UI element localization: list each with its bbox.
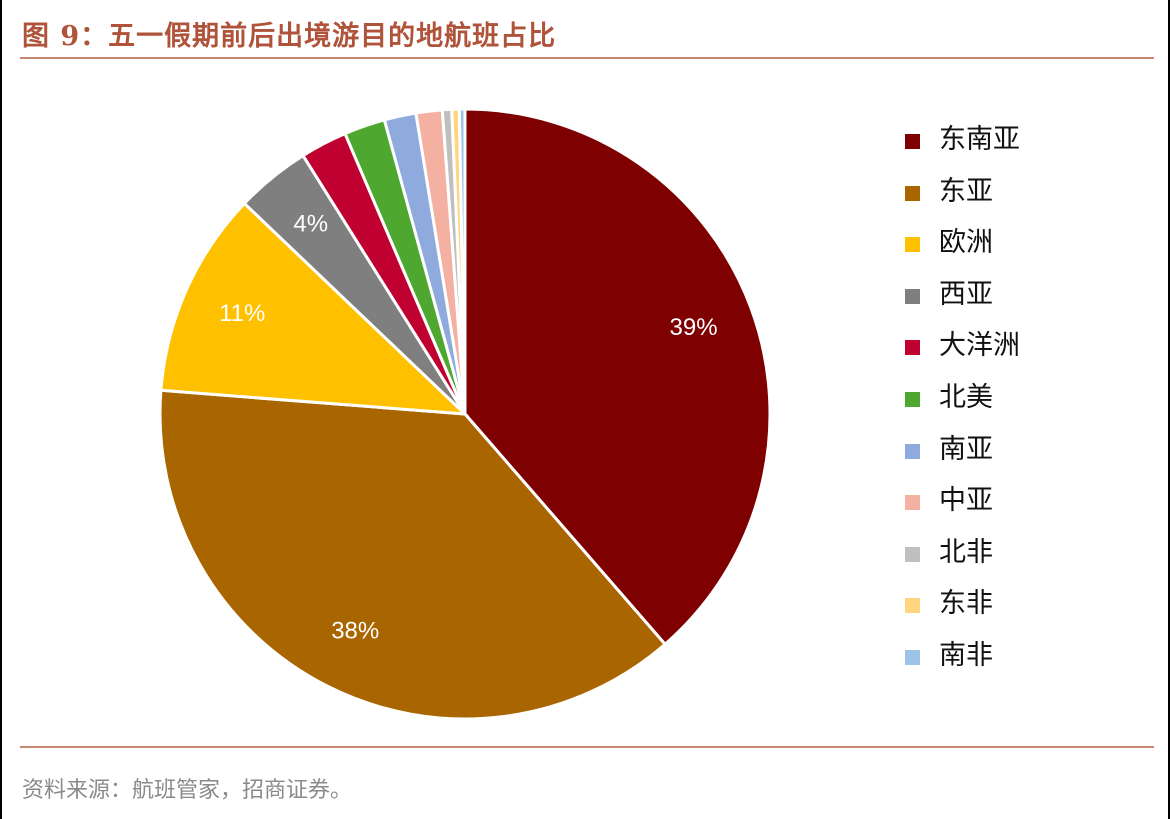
pie-slice-2 (158, 388, 668, 721)
legend-swatch (905, 288, 920, 304)
legend-swatch (905, 392, 920, 407)
legend-swatch (905, 237, 920, 253)
legend-swatch (905, 134, 920, 149)
legend-label: 东亚 (939, 175, 993, 207)
legend-swatch (905, 443, 920, 459)
legend-label: 欧洲 (939, 227, 993, 259)
legend-swatch (905, 340, 920, 356)
frame-right-border (1168, 0, 1170, 819)
legend-swatch (905, 185, 920, 201)
legend-swatch (905, 495, 920, 511)
legend-label: 东非 (939, 588, 993, 620)
legend-swatch (905, 546, 920, 562)
legend-label: 中亚 (939, 485, 993, 517)
legend-label: 东南亚 (939, 124, 1020, 155)
data-label-2: 38% (331, 617, 379, 644)
source-note: 资料来源：航班管家，招商证券。 (22, 778, 353, 803)
frame-left-border (0, 0, 2, 819)
data-label-1: 39% (670, 314, 718, 341)
legend-swatch (905, 598, 920, 614)
pie-slice-3 (159, 201, 470, 416)
legend-label: 南非 (939, 640, 993, 671)
data-label-3: 11% (219, 300, 265, 327)
pie-slice-11 (457, 107, 467, 415)
legend-label: 大洋洲 (939, 330, 1020, 362)
pie-slice-1 (463, 107, 772, 647)
figure-title: 图 9：五一假期前后出境游目的地航班占比 (22, 21, 557, 52)
legend-label: 南亚 (939, 433, 993, 465)
source-divider (20, 746, 1154, 748)
legend-swatch (905, 650, 920, 665)
title-divider (20, 57, 1154, 59)
legend-label: 北美 (939, 382, 993, 413)
data-label-4: 4% (293, 210, 328, 237)
legend-label: 北非 (939, 536, 993, 568)
legend-label: 西亚 (939, 278, 993, 310)
